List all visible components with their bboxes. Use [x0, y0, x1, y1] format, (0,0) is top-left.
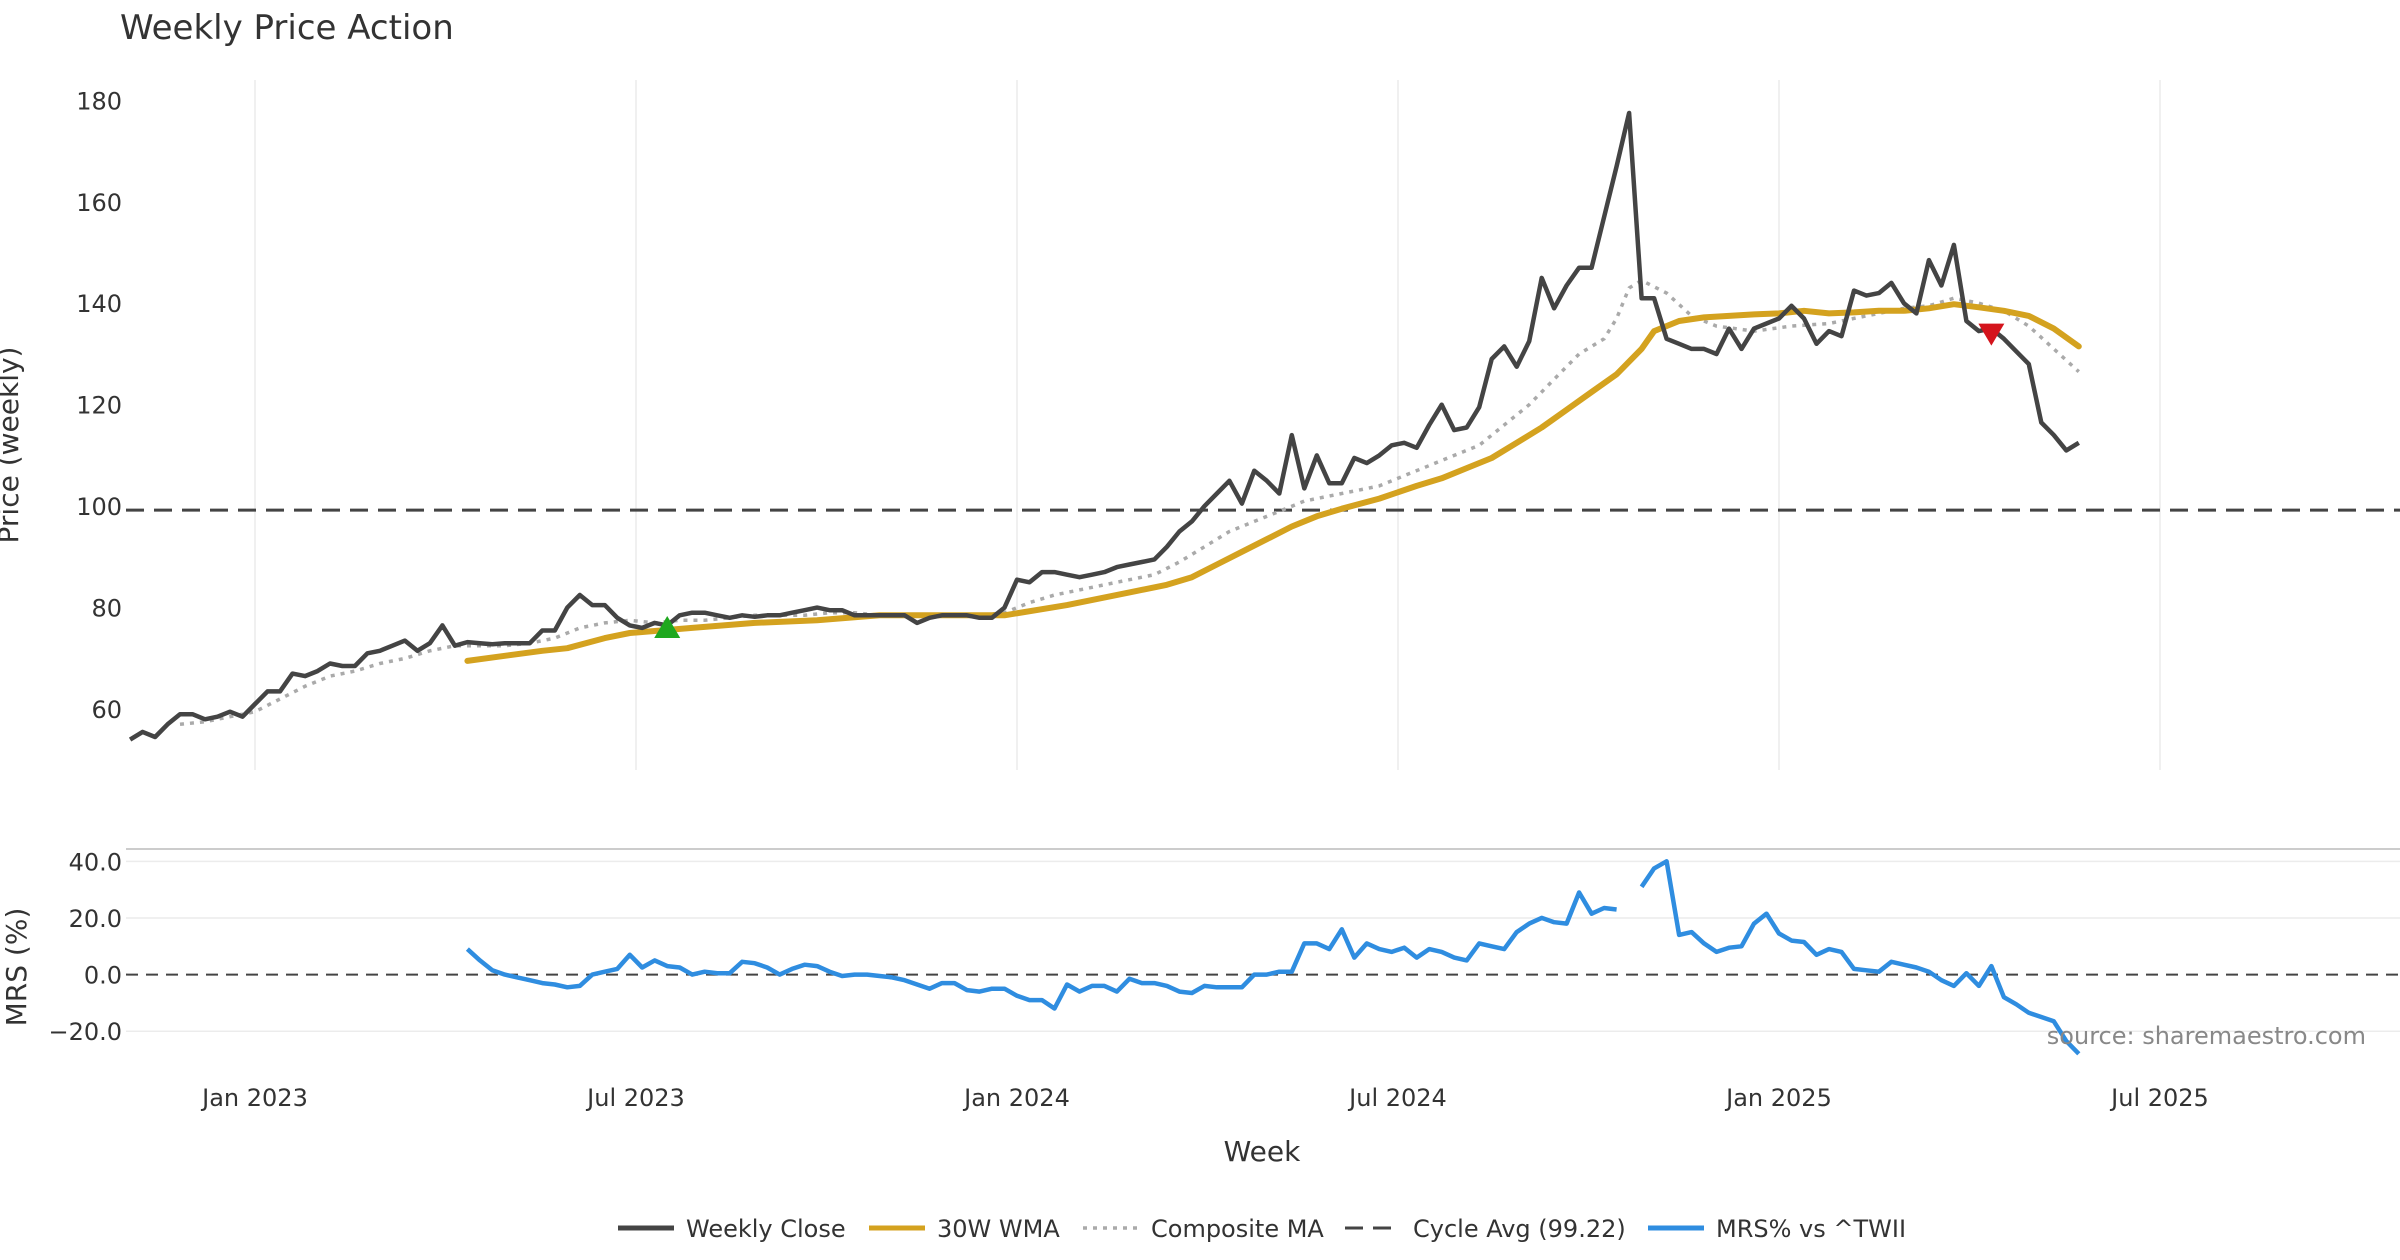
- legend-item: Cycle Avg (99.22): [1345, 1215, 1626, 1243]
- mrs-y-axis-label: MRS (%): [0, 908, 33, 1027]
- price-panel: 60 80 100 120 140 160 180 Price (weekly): [0, 87, 2400, 742]
- legend-item: MRS% vs ^TWII: [1648, 1215, 1906, 1243]
- legend-label: Cycle Avg (99.22): [1413, 1215, 1626, 1243]
- mrs-y-axis: 40.0 20.0 0.0 −20.0: [48, 848, 122, 1046]
- chart-title: Weekly Price Action: [120, 8, 454, 48]
- price-y-axis-label: Price (weekly): [0, 347, 25, 544]
- price-y-tick-label: 140: [76, 290, 122, 318]
- price-y-axis: 60 80 100 120 140 160 180: [76, 87, 122, 724]
- legend: Weekly Close 30W WMA Composite MA Cycle Avg…: [618, 1215, 1906, 1243]
- legend-label: 30W WMA: [937, 1215, 1060, 1243]
- legend-item: Composite MA: [1083, 1215, 1324, 1243]
- legend-item: 30W WMA: [869, 1215, 1060, 1243]
- price-y-tick-label: 120: [76, 392, 122, 420]
- price-y-tick-label: 160: [76, 189, 122, 217]
- price-y-tick-label: 180: [76, 87, 122, 115]
- x-tick-label: Jul 2025: [2109, 1084, 2209, 1112]
- mrs-line-segment-2: [1639, 859, 2081, 1056]
- mrs-y-tick-label: 40.0: [69, 848, 122, 876]
- x-tick-label: Jul 2023: [585, 1084, 685, 1112]
- composite-ma-line: [179, 278, 2080, 727]
- x-tick-label: Jan 2023: [200, 1084, 308, 1112]
- legend-label: Weekly Close: [686, 1215, 846, 1243]
- weekly-close-line: [128, 110, 2080, 742]
- mrs-panel: 40.0 20.0 0.0 −20.0 MRS (%) source: sharema…: [0, 848, 2400, 1056]
- source-credit: source: sharemaestro.com: [2047, 1022, 2366, 1050]
- price-y-tick-label: 60: [91, 696, 122, 724]
- mrs-y-tick-label: −20.0: [48, 1018, 122, 1046]
- legend-item: Weekly Close: [618, 1215, 846, 1243]
- mrs-y-tick-label: 0.0: [84, 962, 122, 990]
- x-tick-label: Jul 2024: [1347, 1084, 1447, 1112]
- price-y-tick-label: 100: [76, 493, 122, 521]
- x-tick-label: Jan 2024: [962, 1084, 1070, 1112]
- legend-label: MRS% vs ^TWII: [1716, 1215, 1906, 1243]
- gridlines: [126, 80, 2400, 1032]
- mrs-line-segment-1: [465, 890, 1617, 1011]
- wma-30w-line: [464, 301, 2082, 664]
- buy-signal-marker: [654, 615, 681, 638]
- x-tick-label: Jan 2025: [1724, 1084, 1832, 1112]
- x-axis-label: Week: [1224, 1135, 1301, 1168]
- price-y-tick-label: 80: [91, 595, 122, 623]
- legend-label: Composite MA: [1151, 1215, 1324, 1243]
- mrs-y-tick-label: 20.0: [69, 905, 122, 933]
- sell-signal-marker: [1978, 323, 2005, 346]
- x-axis: Jan 2023 Jul 2023 Jan 2024 Jul 2024 Jan 2025…: [200, 1084, 2209, 1112]
